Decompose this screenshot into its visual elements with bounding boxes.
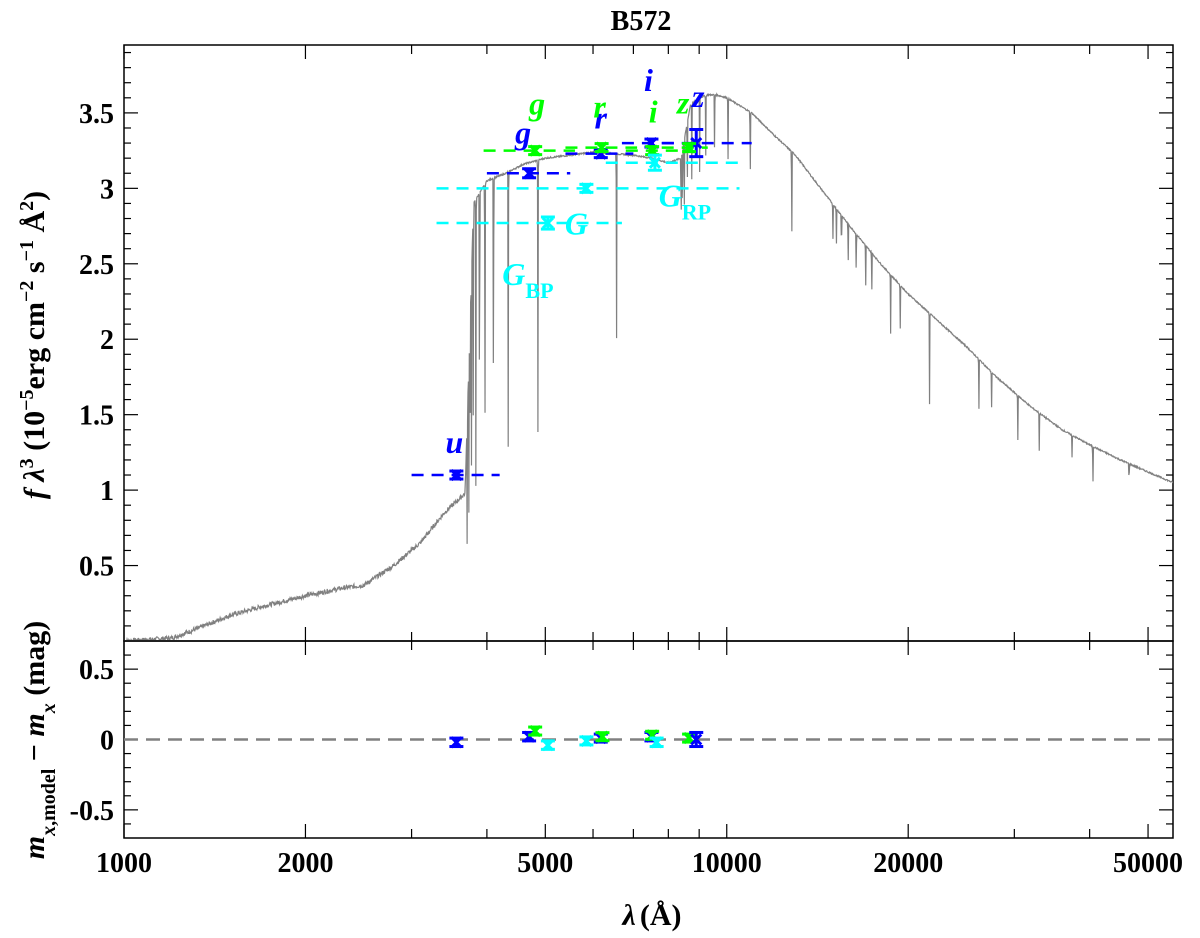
y-tick-label: 0.5 xyxy=(79,655,114,686)
band-label-r_sdss: r xyxy=(595,100,608,136)
y-tick-label: 3 xyxy=(100,174,114,205)
x-tick-label: 1000 xyxy=(96,848,152,879)
x-tick-labels: 1000 2000 5000 10000 20000 50000 xyxy=(96,848,1183,879)
y-tick-label: -0.5 xyxy=(70,796,114,827)
residual-y-tick-labels: -0.5 0 0.5 xyxy=(70,655,114,827)
sed-plot-area xyxy=(124,92,1173,641)
y-axis-label-sed: f λ3 (10−5erg cm−2 s−1 Å2) xyxy=(16,191,51,499)
y-tick-label: 1 xyxy=(100,476,114,507)
band-label-i_sdss: i xyxy=(644,62,653,98)
x-tick-label: 20000 xyxy=(873,848,943,879)
band-label-z_ps1: z xyxy=(676,85,690,121)
photometry-G_BP-marker xyxy=(541,216,554,230)
y-tick-label: 2 xyxy=(100,325,114,356)
photometry-u-marker xyxy=(450,468,463,482)
sed-axis-ticks xyxy=(123,45,1173,641)
residual-G_RP-marker xyxy=(650,736,663,749)
residual-r_ps1-marker xyxy=(596,730,609,743)
x-axis-label: λ (Å) xyxy=(621,899,682,932)
band-label-u: u xyxy=(445,424,463,460)
chart-title: B572 xyxy=(611,6,672,37)
y-axis-label-residual: mx,model − mx (mag) xyxy=(18,621,60,860)
band-label-G_RP: GRP xyxy=(659,178,711,225)
residual-u-marker xyxy=(450,736,463,749)
photometry-r_ps1-marker xyxy=(595,141,608,154)
residual-points-layer xyxy=(124,724,1173,752)
y-tick-label: 3.5 xyxy=(79,99,114,130)
band-label-g_sdss: g xyxy=(514,114,531,150)
band-label-g_ps1: g xyxy=(528,86,545,122)
residual-G_BP-marker xyxy=(541,739,554,752)
band-label-G: G xyxy=(565,205,588,241)
band-label-i_ps1: i xyxy=(649,94,658,130)
photometry-z_ps1-marker xyxy=(683,141,696,154)
band-label-G_BP: GBP xyxy=(502,256,553,303)
x-tick-label: 50000 xyxy=(1113,848,1183,879)
x-tick-label: 2000 xyxy=(277,848,333,879)
band-label-r_ps1: r xyxy=(593,89,606,125)
y-tick-label: 2.5 xyxy=(79,250,114,281)
model-spectrum-layer xyxy=(124,92,1173,641)
photometry-g_ps1-marker xyxy=(529,144,542,157)
x-tick-label: 10000 xyxy=(692,848,762,879)
x-tick-label: 5000 xyxy=(517,848,573,879)
residual-g_ps1-marker xyxy=(529,724,542,738)
sed-y-tick-labels: 0.5 1 1.5 2 2.5 3 3.5 xyxy=(79,99,114,583)
y-tick-label: 0 xyxy=(100,726,114,757)
photometry-g_sdss-marker xyxy=(523,167,536,180)
band-label-z_sdss: z xyxy=(691,78,705,114)
y-tick-label: 1.5 xyxy=(79,401,114,432)
photometry-layer xyxy=(411,127,752,482)
sed-plot-frame xyxy=(123,44,1174,642)
photometry-G-marker xyxy=(580,182,593,195)
y-tick-label: 0.5 xyxy=(79,552,114,583)
residual-G-marker xyxy=(580,734,593,747)
model-spectrum-line xyxy=(124,92,1173,641)
residual-axis-ticks xyxy=(123,641,1173,838)
residual-z_sdss-marker xyxy=(690,733,703,746)
photometry-G_RP-marker xyxy=(648,156,661,169)
